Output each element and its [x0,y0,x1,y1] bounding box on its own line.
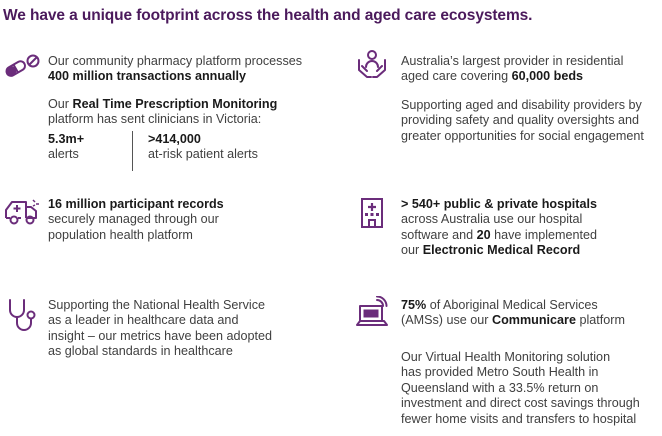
ambulance-icon [5,199,39,225]
nhs-line1: Supporting the National Health Service [48,298,266,312]
hospitals-block: > 540+ public & private hospitals across… [401,197,597,259]
hospitals-emr: Electronic Medical Record [422,243,581,258]
stethoscope-icon [9,299,36,331]
nhs-line2: as a leader in healthcare data and [48,313,239,328]
virtual-health-line4: investment and direct cost savings throu… [401,396,640,411]
page-title: We have a unique footprint across the he… [3,7,533,24]
stat-at-risk-label: at-risk patient alerts [148,147,258,162]
aged-care-para2: Supporting aged and disability providers… [401,98,644,144]
virtual-health-line5: fewer home visits and transfers to hospi… [401,411,637,426]
hospitals-line3-pre: software and [401,227,477,242]
rtpm-name: Real Time Prescription Monitoring [72,97,278,111]
participants-records: 16 million participant records [48,197,224,211]
stat-alerts-label: alerts [48,147,79,162]
pharmacy-line1: Our community pharmacy platform processe… [48,54,303,68]
virtual-health-line1: Our Virtual Health Monitoring solution [401,350,611,364]
communicare-name: Communicare [491,313,576,328]
aboriginal-block: 75% of Aboriginal Medical Services (AMSs… [401,298,625,329]
aged-care-block: Australia’s largest provider in resident… [401,54,623,85]
stat-at-risk-value: >414,000 [148,132,201,146]
aged-care-para2-line3: greater opportunities for social engagem… [401,128,644,143]
hospital-building-icon [361,198,383,228]
hospitals-count: > 540+ public & private hospitals [401,197,597,211]
aged-care-beds: 60,000 beds [511,69,584,84]
laptop-signal-icon [356,296,388,326]
aged-care-para2-line2: providing safety and quality oversights … [401,113,640,128]
participants-line3: population health platform [48,227,193,242]
participants-block: 16 million participant records securely … [48,197,224,243]
stat-divider [132,131,133,171]
aboriginal-line1: of Aboriginal Medical Services [426,298,598,312]
participants-line2: securely managed through our [48,212,219,227]
pills-icon [5,54,40,77]
aboriginal-line2-pre: (AMSs) use our [401,313,492,328]
aboriginal-line2-post: platform [575,313,625,328]
rtpm-block: Our Real Time Prescription Monitoring pl… [48,97,277,128]
hospitals-line2: across Australia use our hospital [401,212,583,227]
rtpm-line2: platform has sent clinicians in Victoria… [48,112,262,127]
nhs-block: Supporting the National Health Service a… [48,298,272,360]
hospitals-line4-pre: our [401,243,423,258]
virtual-health-line3: Queensland with a 33.5% return on [401,380,599,395]
caring-hands-icon [358,50,386,78]
nhs-line3: insight – our metrics have been adopted [48,328,273,343]
aged-care-para2-line1: Supporting aged and disability providers… [401,98,642,112]
stat-alerts-value: 5.3m+ [48,132,85,146]
aged-care-line2: aged care covering [401,69,512,84]
nhs-line4: as global standards in healthcare [48,344,233,359]
virtual-health-block: Our Virtual Health Monitoring solution h… [401,350,640,427]
hospitals-line3-post: have implemented [490,227,598,242]
aboriginal-percent: 75% [401,298,427,312]
stat-alerts: 5.3m+ alerts [48,132,84,163]
aged-care-line1: Australia’s largest provider in resident… [401,54,624,68]
hospitals-emr-count: 20 [476,227,491,242]
stat-at-risk: >414,000 at-risk patient alerts [148,132,258,163]
rtpm-pre: Our [48,97,73,111]
pharmacy-block: Our community pharmacy platform processe… [48,54,302,85]
pharmacy-transactions: 400 million transactions annually [48,69,247,84]
virtual-health-line2: has provided Metro South Health in [401,365,599,380]
